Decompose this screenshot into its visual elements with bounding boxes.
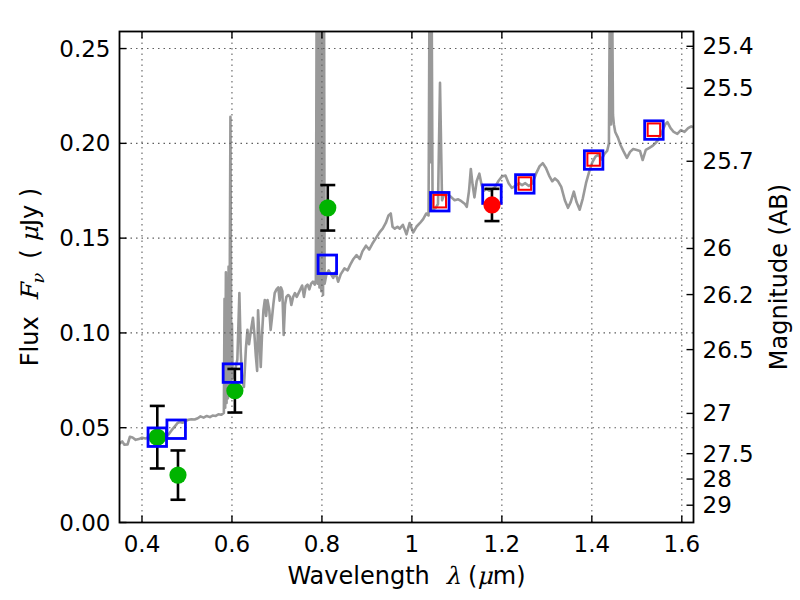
- x-tick-label: 0.4: [124, 531, 161, 557]
- y-tick-label-right: 28: [703, 466, 732, 492]
- x-axis-label: Wavelength λ (μm): [287, 562, 525, 590]
- x-tick-label: 1.2: [484, 531, 521, 557]
- x-tick-label: 0.6: [214, 531, 251, 557]
- y-tick-label-left: 0.25: [59, 36, 110, 62]
- observed-photometry-green-circles-point: [169, 467, 186, 484]
- sed-chart: 0.4 0.6 0.8 1 1.2 1.4 1.6 0.00 0.05 0.10 0.15 0.20 0…: [0, 0, 800, 600]
- y-tick-label-right: 26.2: [703, 282, 754, 308]
- y-tick-label-right: 27: [703, 400, 732, 426]
- y-tick-label-right: 25.4: [703, 33, 754, 59]
- x-tick-label: 1.6: [664, 531, 701, 557]
- y-tick-label-right: 25.5: [703, 75, 754, 101]
- y-tick-label-right: 27.5: [703, 441, 754, 467]
- x-tick-label: 1.4: [574, 531, 611, 557]
- y-axis-label-right: Magnitude (AB): [765, 184, 793, 370]
- observed-photometry-green-circles-point: [319, 199, 336, 216]
- x-tick-label: 0.8: [304, 531, 341, 557]
- x-tick-label: 1: [405, 531, 420, 557]
- observed-photometry-green-circles-point: [149, 429, 166, 446]
- y-tick-label-left: 0.05: [59, 415, 110, 441]
- figure: 0.4 0.6 0.8 1 1.2 1.4 1.6 0.00 0.05 0.10 0.15 0.20 0…: [0, 0, 800, 600]
- observed-photometry-red-circle-point: [483, 196, 500, 213]
- y-tick-label-left: 0.00: [59, 510, 110, 536]
- y-tick-label-right: 26.5: [703, 337, 754, 363]
- y-tick-label-left: 0.10: [59, 320, 110, 346]
- y-tick-label-left: 0.15: [59, 225, 110, 251]
- y-tick-label-right: 29: [703, 492, 732, 518]
- y-tick-label-right: 25.7: [703, 148, 754, 174]
- observed-photometry-green-circles-point: [226, 382, 243, 399]
- y-tick-label-left: 0.20: [59, 130, 110, 156]
- y-tick-label-right: 26: [703, 235, 732, 261]
